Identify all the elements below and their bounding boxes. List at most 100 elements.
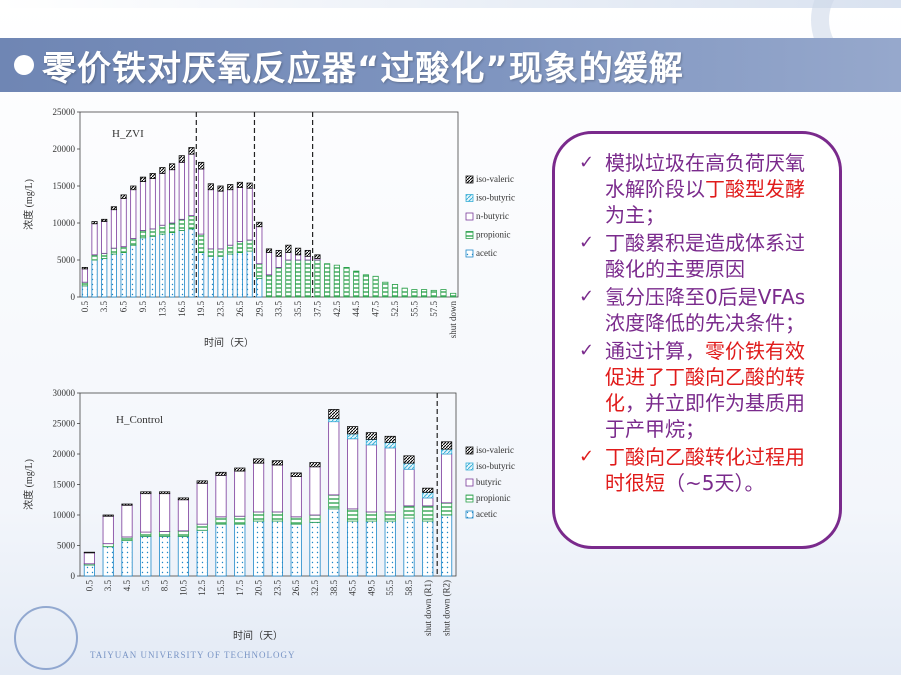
bar-segment-acetic xyxy=(140,535,152,577)
bar-segment-propionic xyxy=(382,281,389,298)
bar-segment-butyric xyxy=(365,444,377,513)
legend-label: butyric xyxy=(476,477,502,487)
bar-segment-acetic xyxy=(110,253,117,298)
bar-segment-propionic xyxy=(309,514,321,523)
bar-segment-acetic xyxy=(101,258,108,298)
y-tick-label: 25000 xyxy=(53,419,76,429)
bar-segment-propionic xyxy=(236,241,243,253)
bar-segment-propionic xyxy=(217,248,224,257)
x-tick-label: shut down (R2) xyxy=(442,580,452,636)
bar-segment-propionic xyxy=(256,263,263,279)
bar-segment-butyric xyxy=(347,438,359,510)
x-tick-label: 0.5 xyxy=(84,580,94,592)
bar-segment-butyric xyxy=(83,552,95,565)
bar-segment-iso-butyric xyxy=(441,448,453,455)
legend-label: iso-valeric xyxy=(476,445,514,455)
x-tick-label: 33.5 xyxy=(274,301,284,317)
bar-segment-iso-valeric xyxy=(198,161,205,170)
x-tick-label: 58.5 xyxy=(404,580,414,596)
bar-segment-iso-valeric xyxy=(102,514,114,517)
bar-segment-n-butyric xyxy=(246,187,253,241)
bar-segment-propionic xyxy=(101,252,108,259)
bar-segment-n-butyric xyxy=(101,221,108,254)
x-tick-label: 52.5 xyxy=(390,301,400,317)
bar-segment-propionic xyxy=(384,511,396,522)
bar-segment-acetic xyxy=(81,285,88,298)
x-tick-label: 0.5 xyxy=(80,301,90,313)
bar-segment-iso-valeric xyxy=(227,184,234,191)
y-tick-label: 0 xyxy=(71,571,76,581)
bar-segment-iso-valeric xyxy=(130,185,137,191)
bar-segment-iso-valeric xyxy=(253,458,265,464)
bar-segment-n-butyric xyxy=(198,168,205,235)
bar-segment-iso-valeric xyxy=(140,491,152,495)
bar-segment-propionic xyxy=(411,289,418,298)
bar-segment-butyric xyxy=(140,493,152,533)
bar-segment-butyric xyxy=(328,421,340,496)
bar-segment-iso-valeric xyxy=(120,194,127,199)
bar-segment-butyric xyxy=(177,499,189,532)
bar-segment-n-butyric xyxy=(81,268,88,283)
bar-segment-iso-valeric xyxy=(81,266,88,270)
bar-segment-acetic xyxy=(169,232,176,298)
note-item: ✓ 通过计算，零价铁有效促进了丁酸向乙酸的转化，并立即作为基质用于产甲烷； xyxy=(579,338,823,442)
legend-swatch xyxy=(465,194,474,202)
conclusion-box: ✓ 模拟垃圾在高负荷厌氧水解阶段以丁酸型发酵为主； ✓ 丁酸累积是造成体系过酸化的主要… xyxy=(552,131,842,549)
legend-swatch xyxy=(465,175,474,184)
x-tick-label: 3.5 xyxy=(103,580,113,592)
legend-label: acetic xyxy=(476,509,497,519)
chart-h-control: 0 5000 10000 15000 20000 25000 30000 0.5 3.5 4.5 5… xyxy=(22,388,515,642)
bar-segment-propionic xyxy=(253,511,265,522)
bar-segment-iso-valeric xyxy=(347,426,359,435)
legend-swatch xyxy=(465,249,474,258)
x-tick-label: shut down xyxy=(448,301,458,339)
bar-segment-acetic xyxy=(384,520,396,577)
bar-segment-butyric xyxy=(234,470,246,517)
bar-segment-iso-valeric xyxy=(149,173,156,179)
note-text: 氢分压降至0后是VFAs浓度降低的先决条件； xyxy=(605,284,823,336)
bar-segment-butyric xyxy=(309,466,321,516)
bar-segment-acetic xyxy=(236,252,243,298)
legend-label: propionic xyxy=(476,493,511,503)
bar-segment-propionic xyxy=(159,224,166,235)
bar-segment-acetic xyxy=(422,520,434,577)
bar-segment-iso-valeric xyxy=(101,218,108,222)
bar-segment-iso-valeric xyxy=(159,491,171,495)
bar-segment-acetic xyxy=(309,521,321,577)
bar-segment-iso-valeric xyxy=(384,435,396,443)
bar-segment-iso-butyric xyxy=(384,442,396,449)
bar-segment-iso-valeric xyxy=(441,441,453,450)
x-tick-label: 23.5 xyxy=(216,301,226,317)
bar-segment-propionic xyxy=(196,523,208,531)
x-tick-label: 8.5 xyxy=(160,580,170,592)
x-tick-label: 29.5 xyxy=(254,301,264,317)
y-tick-label: 5000 xyxy=(57,541,76,551)
legend-label: acetic xyxy=(476,248,497,258)
legend-label: iso-butyric xyxy=(476,461,515,471)
note-item: ✓ 模拟垃圾在高负荷厌氧水解阶段以丁酸型发酵为主； xyxy=(579,150,823,228)
bar-segment-acetic xyxy=(253,520,265,577)
bar-segment-propionic xyxy=(227,244,234,255)
bar-segment-iso-butyric xyxy=(422,492,434,499)
x-tick-label: 19.5 xyxy=(196,301,206,317)
bar-segment-acetic xyxy=(217,255,224,298)
bar-segment-propionic xyxy=(391,284,399,298)
x-tick-label: 5.5 xyxy=(141,580,151,592)
title-bar: 零价铁对厌氧反应器“过酸化”现象的缓解 xyxy=(0,38,901,92)
bar-segment-acetic xyxy=(102,546,114,577)
checkmark-icon: ✓ xyxy=(579,286,595,307)
bar-segment-butyric xyxy=(215,474,227,518)
bar-segment-iso-valeric xyxy=(309,462,321,468)
bar-segment-propionic xyxy=(178,218,185,231)
bar-segment-iso-valeric xyxy=(422,487,434,493)
bar-segment-butyric xyxy=(384,447,396,513)
x-tick-label: 55.5 xyxy=(409,301,419,317)
note-text: 丁酸累积是造成体系过酸化的主要原因 xyxy=(605,230,823,282)
bar-segment-n-butyric xyxy=(256,226,263,265)
bar-segment-acetic xyxy=(159,535,171,577)
bar-segment-butyric xyxy=(253,462,265,513)
bar-segment-iso-valeric xyxy=(207,183,214,191)
x-tick-label: 45.5 xyxy=(348,580,358,596)
bar-segment-propionic xyxy=(207,248,214,257)
bar-segment-butyric xyxy=(290,476,302,518)
